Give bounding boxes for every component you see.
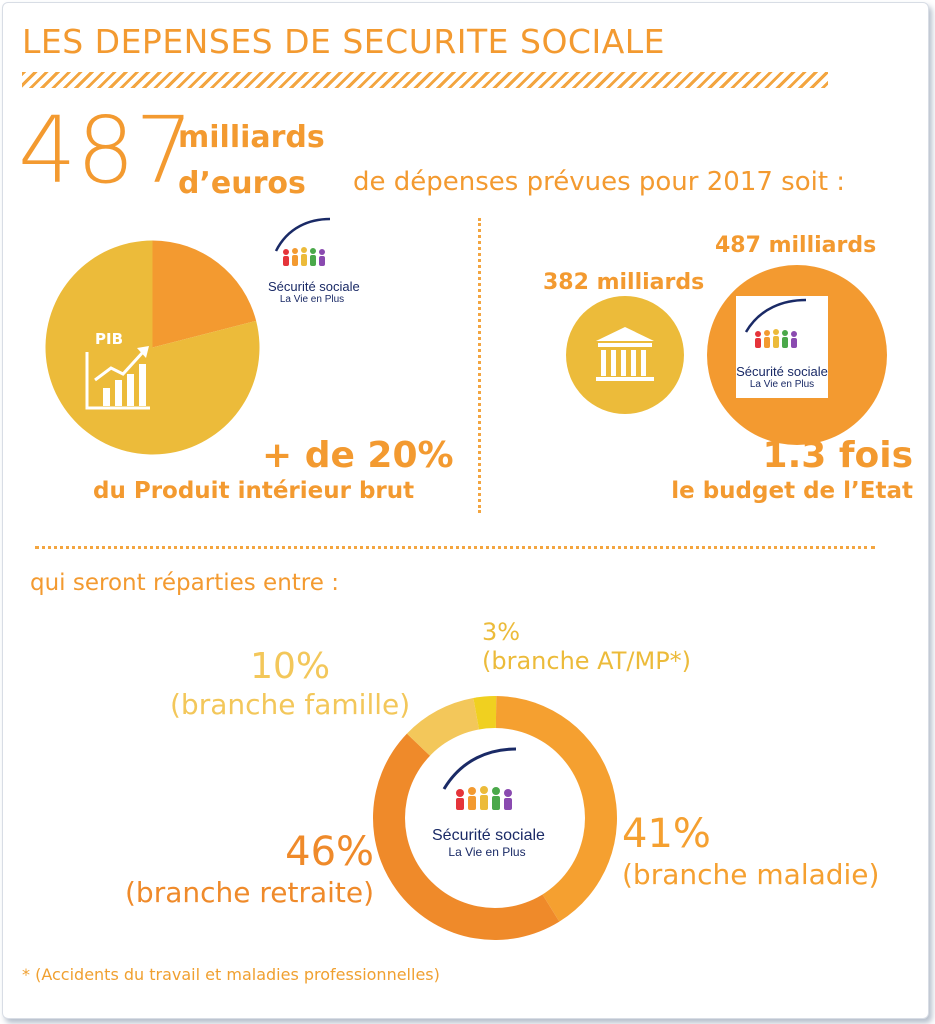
headline-unit: milliards d’euros	[178, 115, 325, 207]
pib-icon-label: PIB	[95, 330, 123, 348]
headline-unit-line2: d’euros	[178, 166, 306, 201]
branches-donut-chart	[373, 696, 617, 940]
label-retraite-name: (branche retraite)	[125, 876, 375, 909]
label-maladie-pct: 41%	[622, 811, 711, 857]
split-intro: qui seront réparties entre :	[30, 570, 339, 596]
secu-logo-pib: Sécurité sociale La Vie en Plus	[268, 215, 360, 305]
pib-pie-slice-0	[152, 240, 257, 348]
label-famille-pct: 10%	[250, 646, 331, 687]
secu-logo-name: Sécurité sociale	[736, 364, 828, 379]
pib-caption: du Produit intérieur brut	[93, 478, 415, 504]
budget-caption: le budget de l’Etat	[671, 478, 913, 504]
pib-pie-slices	[45, 240, 260, 455]
label-maladie-name: (branche maladie)	[622, 858, 880, 891]
label-famille: 10% (branche famille)	[170, 645, 410, 722]
secu-logo-budget: Sécurité sociale La Vie en Plus	[736, 296, 828, 398]
label-retraite-pct: 46%	[285, 829, 375, 875]
headline-amount: 487	[18, 97, 194, 204]
label-atmp-name: (branche AT/MP*)	[482, 646, 692, 675]
headline-unit-line1: milliards	[178, 120, 325, 155]
pib-pie-chart: PIB	[45, 240, 260, 455]
secu-logo-tagline: La Vie en Plus	[279, 294, 345, 305]
pib-headline: + de 20%	[262, 435, 454, 476]
state-budget-amount: 382 milliards	[543, 270, 705, 295]
vertical-divider	[478, 218, 481, 513]
secu-logo-icon	[744, 298, 807, 348]
label-famille-name: (branche famille)	[170, 688, 411, 722]
page-title: LES DEPENSES DE SECURITE SOCIALE	[22, 22, 666, 61]
secu-logo-name: Sécurité sociale	[432, 827, 545, 844]
label-retraite: 46% (branche retraite)	[125, 828, 374, 910]
secu-logo-donut: Sécurité sociale La Vie en Plus	[432, 745, 545, 859]
horizontal-divider	[35, 546, 875, 549]
state-building-icon	[596, 327, 654, 381]
secu-budget-amount: 487 milliards	[715, 233, 877, 258]
secu-logo-name: Sécurité sociale	[268, 279, 360, 294]
budget-headline: 1.3 fois	[762, 435, 913, 476]
label-atmp-pct: 3%	[482, 618, 521, 646]
title-underline-hatch	[22, 72, 828, 88]
secu-logo-tagline: La Vie en Plus	[749, 379, 815, 390]
secu-logo-icon	[442, 747, 517, 810]
footnote: * (Accidents du travail et maladies prof…	[22, 965, 440, 984]
label-maladie: 41% (branche maladie)	[622, 810, 879, 892]
secu-logo-tagline: La Vie en Plus	[448, 845, 526, 859]
label-atmp: 3% (branche AT/MP*)	[482, 618, 691, 676]
headline-intro: de dépenses prévues pour 2017 soit :	[353, 167, 846, 197]
pib-growth-icon	[85, 346, 150, 410]
budget-circles-chart	[566, 265, 887, 445]
secu-logo-icon	[274, 217, 331, 266]
donut-hole	[405, 728, 585, 908]
pib-pie-slice-1	[45, 240, 260, 455]
